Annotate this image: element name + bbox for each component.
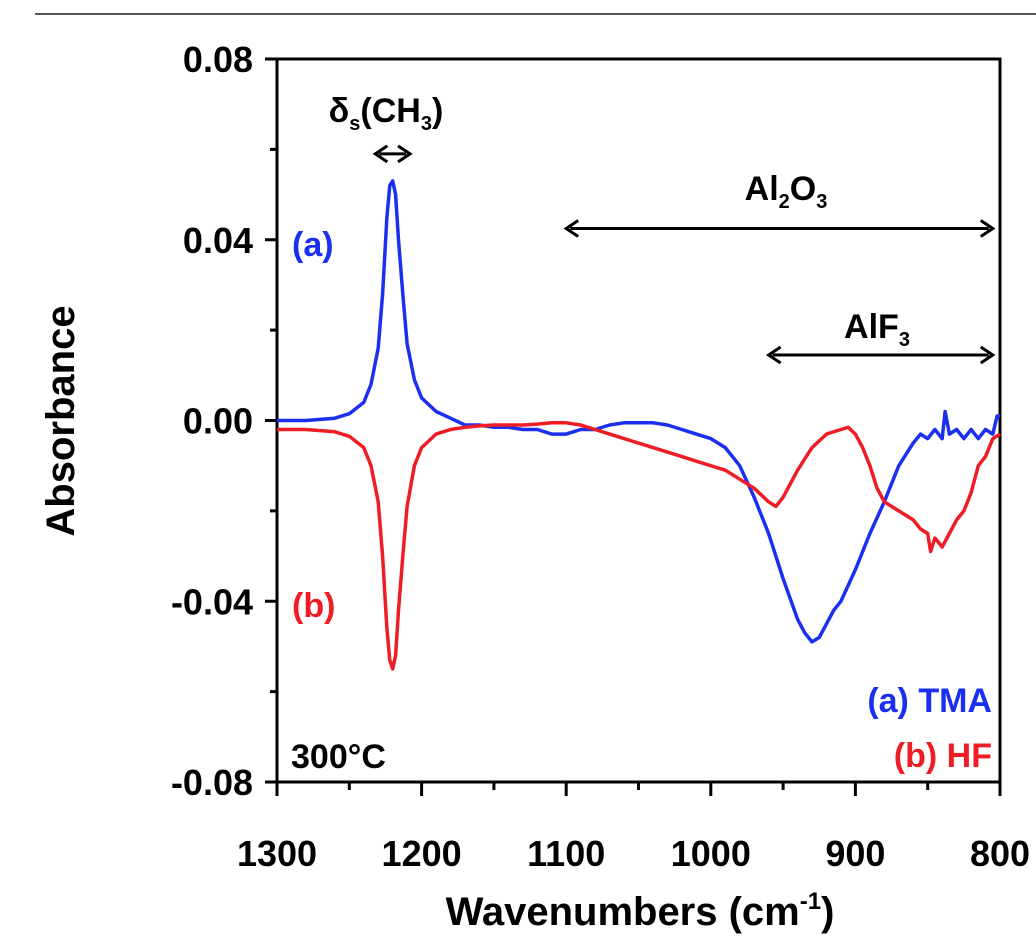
temperature-label: 300°C [291, 738, 386, 776]
alf3-sub-3: 3 [899, 329, 910, 351]
alf3-annotation: AlF3 [765, 308, 996, 365]
legend-entry-tma: (a) TMA [867, 682, 992, 720]
legend-name-tma: TMA [918, 682, 992, 720]
arrow-head-left [372, 144, 389, 164]
arrow-head-right [979, 345, 996, 365]
ch3-mid: (CH [360, 92, 420, 130]
legend-name-hf: HF [947, 737, 992, 775]
al2o3-annotation: Al2O3 [563, 170, 996, 238]
alf3-alf: AlF [844, 308, 899, 346]
al2o3-al: Al [745, 170, 779, 208]
series-a-tag: (a) [292, 226, 334, 264]
y-tick-label: 0.04 [183, 220, 253, 261]
ch3-label: δs(CH3) [329, 92, 444, 135]
y-tick-label: 0.08 [183, 39, 253, 80]
ch3-annotation: δs(CH3) [329, 92, 444, 164]
arrow-head-left [563, 219, 580, 238]
y-tick-label: 0.00 [183, 401, 253, 442]
al2o3-label: Al2O3 [745, 170, 828, 213]
ch3-sub-s: s [349, 113, 360, 135]
y-axis-label: Absorbance [39, 305, 83, 536]
legend-entry-hf: (b) HF [894, 737, 992, 775]
series-b-tag: (b) [292, 587, 335, 625]
ch3-sub-3: 3 [421, 113, 432, 135]
alf3-label: AlF3 [844, 308, 910, 351]
al2o3-sub-3: 3 [816, 191, 827, 213]
legend-tag-a: (a) [867, 682, 909, 720]
arrow-head-left [765, 345, 782, 365]
series-line-hf [277, 421, 1001, 671]
legend-tag-b: (b) [894, 737, 937, 775]
y-tick-label: -0.04 [171, 581, 253, 622]
x-axis: 1300 1200 1100 1000 900 800 [237, 782, 1030, 874]
x-axis-label: Wavenumbers (cm-1) [446, 888, 835, 934]
x-axis-label-main: Wavenumbers (cm [446, 890, 800, 934]
al2o3-o: O [790, 170, 816, 208]
al2o3-sub-2: 2 [779, 191, 790, 213]
ch3-delta: δ [329, 92, 350, 130]
ch3-tail: ) [432, 92, 443, 130]
x-tick-label: 1100 [527, 833, 605, 874]
plot-frame [275, 57, 1002, 784]
x-axis-label-tail: ) [821, 890, 834, 934]
x-tick-label: 800 [970, 833, 1030, 874]
y-tick-label: -0.08 [171, 762, 253, 803]
alf3-double-arrow [765, 345, 996, 365]
x-tick-label: 1200 [382, 833, 462, 874]
series-line-tma [277, 179, 1000, 644]
x-tick-label: 1000 [671, 833, 751, 874]
y-axis: 0.08 0.04 0.00 -0.04 -0.08 [171, 39, 277, 803]
x-axis-label-superscript: -1 [800, 888, 821, 915]
x-tick-label: 900 [825, 833, 885, 874]
ch3-double-arrow [372, 144, 413, 164]
x-tick-label: 1300 [237, 833, 317, 874]
series-layer [277, 179, 1001, 671]
al2o3-double-arrow [563, 219, 996, 238]
arrow-head-right [397, 144, 413, 164]
arrow-head-right [979, 219, 996, 238]
